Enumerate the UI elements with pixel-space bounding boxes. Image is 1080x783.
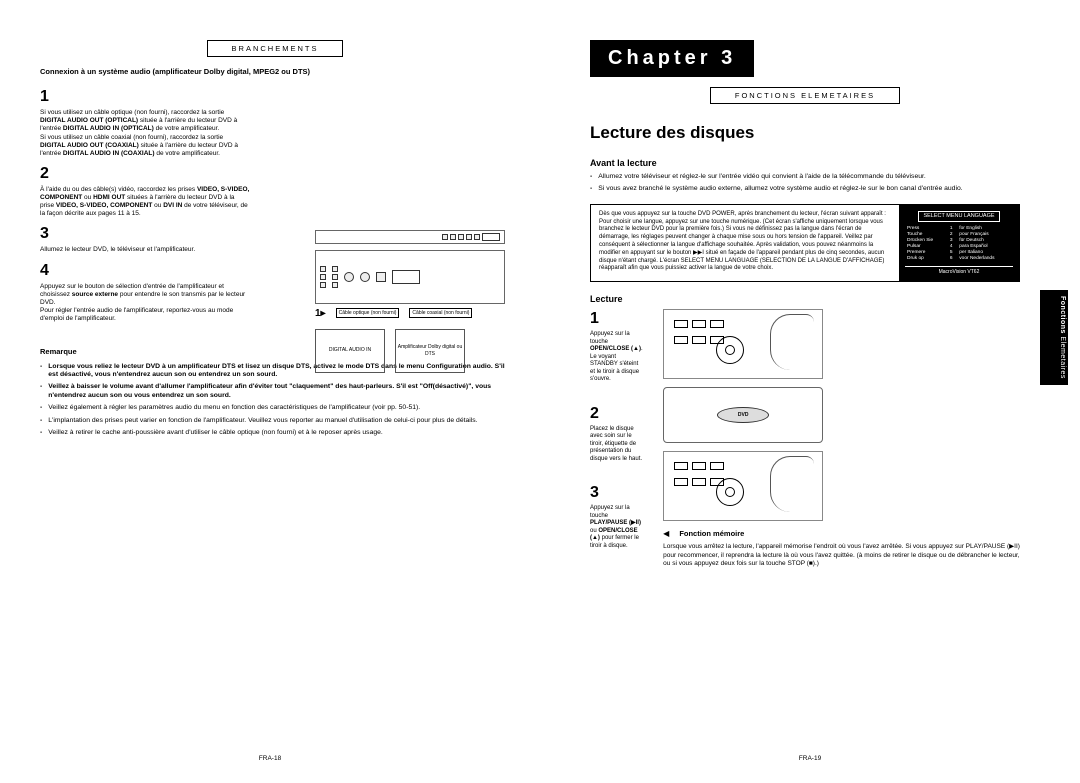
section-tag-branchements: BRANCHEMENTS — [207, 40, 344, 57]
t: Pour régler l'entrée audio de l'amplific… — [40, 307, 233, 322]
t: Veillez également à régler les paramètre… — [48, 404, 420, 412]
illustration-column: DVD ◀ Fonction mémoire Lorsque vous arrê… — [663, 309, 1020, 570]
remarque-item-2: -Veillez à baisser le volume avant d'all… — [40, 383, 510, 400]
play-steps: 1 Appuyez sur la touche OPEN/CLOSE (▲). … — [590, 309, 1020, 570]
remarque-item-5: -Veillez à retirer le cache anti-poussiè… — [40, 429, 510, 437]
fonction-memoire-text: Lorsque vous arrêtez la lecture, l'appar… — [663, 543, 1020, 568]
side-tab-line-2: Elemetaires — [1059, 336, 1066, 378]
amp-digital-audio-in: DIGITAL AUDIO IN — [315, 329, 385, 373]
t: VIDEO, S-VIDEO, COMPONENT — [56, 202, 152, 209]
sub-avant-lecture: Avant la lecture — [590, 158, 1020, 169]
t: DIGITAL AUDIO OUT (COAXIAL) — [40, 142, 139, 149]
chapter-bar: Chapter 3 — [590, 40, 754, 77]
step2-text: À l'aide du ou des câble(s) vidéo, racco… — [40, 186, 250, 219]
c: Druk op — [905, 256, 948, 262]
page-number-left: FRA-18 — [0, 755, 540, 763]
c: voor Nederlands — [957, 256, 1013, 262]
t: OPEN/CLOSE (▲) — [590, 346, 641, 352]
diagram-arrow-1: 1▸ — [315, 308, 326, 321]
section-tag-fonctions: FONCTIONS ELEMETAIRES — [710, 87, 900, 104]
remarque-item-3: -Veillez également à régler les paramètr… — [40, 404, 510, 412]
remarque-item-4: -L'implantation des prises peut varier e… — [40, 417, 510, 425]
n: 1 — [590, 309, 643, 329]
left-heading: Connexion à un système audio (amplificat… — [40, 67, 510, 77]
t: L'implantation des prises peut varier en… — [48, 417, 477, 425]
t: ou — [152, 202, 163, 209]
dvd-rear-panel — [315, 230, 505, 244]
step2-num: 2 — [40, 164, 510, 184]
play-step-1: 1 Appuyez sur la touche OPEN/CLOSE (▲). … — [590, 309, 643, 384]
t: À l'aide du ou des câble(s) vidéo, racco… — [40, 186, 197, 193]
page-left: BRANCHEMENTS Connexion à un système audi… — [0, 0, 540, 783]
dvd-logo: DVD — [738, 412, 749, 418]
menu-footer: MacroVision VT62 — [905, 266, 1013, 275]
step3-text: Allumez le lecteur DVD, le téléviseur et… — [40, 246, 250, 254]
t: ou — [82, 194, 93, 201]
t: Placez le disque avec soin sur le tiroir… — [590, 426, 643, 464]
t: Appuyez sur la touche — [590, 331, 630, 345]
t: DIGITAL AUDIO IN (OPTICAL) — [63, 125, 154, 132]
t: Veillez à baisser le volume avant d'allu… — [48, 383, 510, 400]
amp-dolby-dts: Amplificateur Dolby digital ou DTS — [395, 329, 465, 373]
n: 3 — [590, 483, 643, 503]
t: Appuyez sur la touche — [590, 505, 630, 519]
sub-lecture: Lecture — [590, 294, 1020, 305]
manual-spread: BRANCHEMENTS Connexion à un système audi… — [0, 0, 1080, 783]
t: Si vous avez branché le système audio ex… — [598, 185, 962, 193]
side-tab-line-1: Fonctions — [1059, 296, 1066, 334]
side-tab-fonctions: Fonctions Elemetaires — [1040, 290, 1068, 385]
t: Si vous utilisez un câble optique (non f… — [40, 109, 224, 116]
t: source externe — [72, 291, 118, 298]
t: Veillez à retirer le cache anti-poussièr… — [48, 429, 383, 437]
remote-illustration-2 — [663, 451, 823, 521]
t: Allumez votre téléviseur et réglez-le su… — [598, 173, 926, 181]
intro-line-2: -Si vous avez branché le système audio e… — [590, 185, 1020, 193]
page-title: Lecture des disques — [590, 122, 1020, 143]
step1-text: Si vous utilisez un câble optique (non f… — [40, 109, 250, 158]
t: PLAY/PAUSE (▶II) — [590, 520, 641, 526]
t: Si vous utilisez un câble coaxial (non f… — [40, 134, 223, 141]
page-right: Chapter 3 FONCTIONS ELEMETAIRES Lecture … — [540, 0, 1080, 783]
t: Fonction mémoire — [679, 529, 744, 539]
language-note-box: Dès que vous appuyez sur la touche DVD P… — [590, 204, 1020, 282]
t: DIGITAL AUDIO IN (COAXIAL) — [63, 150, 155, 157]
cable-optical-label: Câble optique (non fourni) — [336, 308, 400, 318]
t: DIGITAL AUDIO OUT (OPTICAL) — [40, 117, 138, 124]
play-step-3: 3 Appuyez sur la touche PLAY/PAUSE (▶II)… — [590, 483, 643, 550]
remote-illustration-1 — [663, 309, 823, 379]
triangle-left-icon: ◀ — [663, 529, 669, 539]
t: de votre amplificateur. — [154, 125, 219, 132]
page-number-right: FRA-19 — [540, 755, 1080, 763]
fonction-memoire-heading: ◀ Fonction mémoire — [663, 529, 1020, 539]
tv-rear-panel — [315, 250, 505, 304]
intro-line-1: -Allumez votre téléviseur et réglez-le s… — [590, 173, 1020, 181]
t: DVI IN — [163, 202, 182, 209]
n: 2 — [590, 404, 643, 424]
t: HDMI OUT — [93, 194, 125, 201]
step1-num: 1 — [40, 87, 510, 107]
menu-language-table: Press1for English Touche2pour Français D… — [905, 226, 1013, 262]
language-note-text: Dès que vous appuyez sur la touche DVD P… — [591, 205, 899, 281]
menu-title: SELECT MENU LANGUAGE — [918, 211, 999, 222]
t: de votre amplificateur. — [155, 150, 220, 157]
play-step-2: 2 Placez le disque avec soin sur le tiro… — [590, 404, 643, 464]
step4-text: Appuyez sur le bouton de sélection d'ent… — [40, 283, 250, 324]
select-menu-language-panel: SELECT MENU LANGUAGE Press1for English T… — [899, 205, 1019, 281]
cable-coax-label: Câble coaxial (non fourni) — [409, 308, 472, 318]
c: 6 — [948, 256, 957, 262]
connection-diagram: 1▸ Câble optique (non fourni) Câble coax… — [315, 230, 505, 373]
disc-tray-illustration: DVD — [663, 387, 823, 443]
